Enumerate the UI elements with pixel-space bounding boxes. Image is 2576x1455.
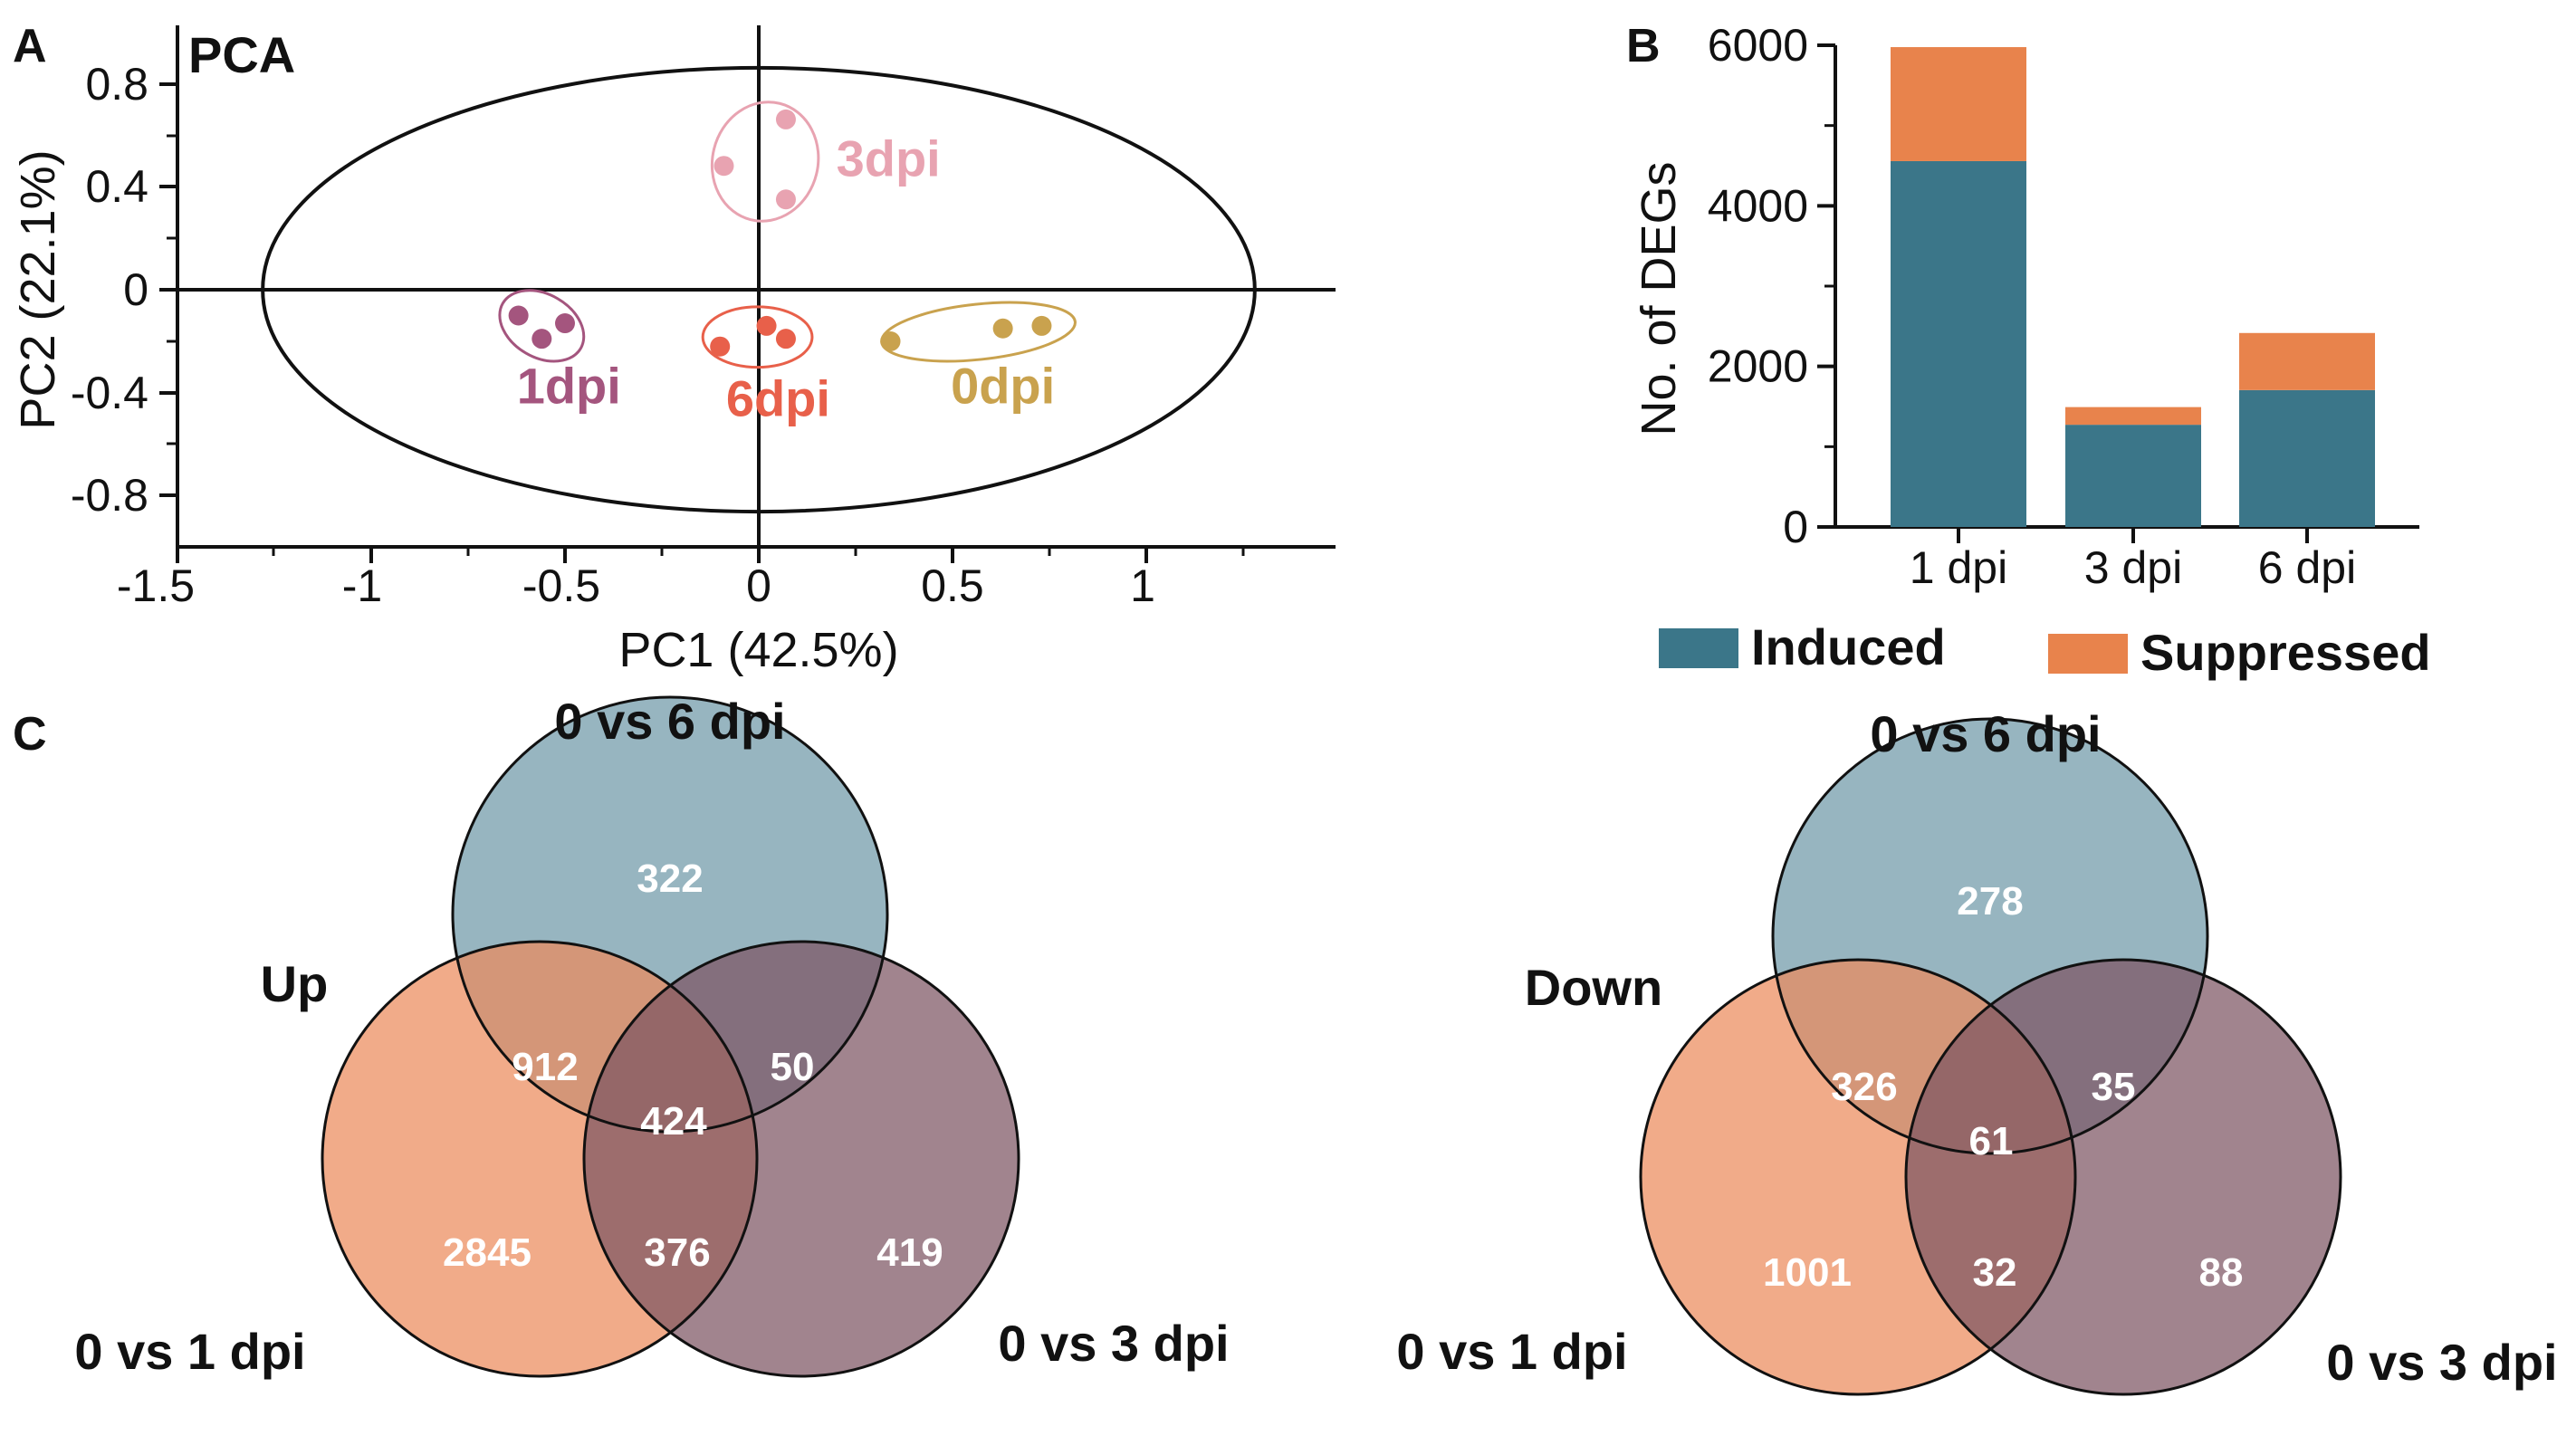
venn-set-label: 0 vs 6 dpi (554, 693, 785, 750)
group-label-0dpi: 0dpi (951, 357, 1055, 414)
venn-set-label: 0 vs 3 dpi (998, 1315, 1229, 1372)
pca-ytick-label: 0.8 (85, 59, 148, 110)
venn-set-label: 0 vs 6 dpi (1870, 705, 2101, 762)
venn-count-only-3dpi: 88 (2199, 1250, 2244, 1295)
pca-ytick-label: 0.4 (85, 161, 148, 212)
pca-point-0dpi (1031, 315, 1052, 336)
pca-xtick-label: -1.5 (117, 560, 195, 611)
pca-ytick-label: -0.8 (71, 470, 148, 521)
group-ellipse-6dpi (701, 305, 814, 369)
group-label-1dpi: 1dpi (517, 357, 621, 414)
group-ellipse-1dpi (498, 289, 586, 363)
venn-count-6dpi-1dpi: 326 (1831, 1065, 1897, 1109)
bar-ytick-label: 6000 (1708, 20, 1808, 71)
panel-b-letter: B (1626, 20, 1661, 72)
panel-a-letter: A (13, 20, 47, 72)
venn-circle-3dpi (584, 942, 1019, 1376)
pca-point-6dpi (710, 336, 731, 357)
pca-x-axis-label: PC1 (42.5%) (618, 623, 898, 677)
venn-count-all: 424 (640, 1099, 707, 1144)
venn-circle-3dpi (1906, 960, 2341, 1394)
bar-suppressed-6dpi (2239, 332, 2375, 390)
venn-count-only-1dpi: 2845 (443, 1230, 531, 1275)
bar-induced-3dpi (2065, 425, 2201, 527)
pca-x-ticks: -1.5 -1 -0.5 0 0.5 1 (117, 547, 1245, 611)
bar-induced-1dpi (1891, 160, 2026, 528)
pca-y-axis-label: PC2 (22.1%) (11, 149, 65, 429)
pca-xtick-label: -1 (342, 560, 382, 611)
venn-up: 322 912 50 424 2845 376 419 Up 0 vs 6 dpi 0 vs 1 … (74, 693, 1229, 1380)
bar-xtick-label: 6 dpi (2258, 542, 2356, 593)
bar-xtick-label: 3 dpi (2084, 542, 2182, 593)
bar-suppressed-3dpi (2065, 407, 2201, 426)
venn-set-label: 0 vs 1 dpi (1396, 1323, 1627, 1380)
venn-outline (1639, 958, 2077, 1396)
venn-count-only-3dpi: 419 (876, 1230, 943, 1275)
pca-xtick-label: 1 (1130, 560, 1155, 611)
venn-down: 278 326 35 61 1001 32 88 Down 0 vs 6 dpi 0 vs 1 d… (1396, 705, 2558, 1396)
legend-swatch-suppressed (2048, 634, 2128, 674)
pca-ytick-label: -0.4 (71, 368, 148, 418)
venn-count-6dpi-3dpi: 35 (2092, 1065, 2136, 1109)
venn-outline (321, 940, 759, 1378)
degs-bar-panel: B 6000 4000 2000 0 1 dpi 3 dpi 6 dpi No. of D… (1626, 20, 2431, 681)
venn-count-1dpi-3dpi: 376 (644, 1230, 710, 1275)
pca-xtick-label: -0.5 (522, 560, 600, 611)
pca-y-ticks: 0.8 0.4 0 -0.4 -0.8 (71, 59, 177, 521)
pca-plot-area: 3dpi 1dpi 6dpi 0dpi (261, 65, 1257, 514)
pca-point-3dpi (713, 156, 734, 177)
pca-title: PCA (188, 26, 295, 83)
venn-outline (582, 940, 1020, 1378)
legend-label-suppressed: Suppressed (2140, 624, 2431, 681)
pca-panel: A PCA 0.8 0.4 0 -0.4 -0.8 (11, 20, 1336, 677)
pca-point-0dpi (880, 331, 901, 351)
bar-plot-area (1891, 47, 2375, 528)
venn-panel: C 322 912 50 424 2845 376 419 Up 0 vs 6 dpi 0 vs … (13, 693, 2558, 1396)
bar-suppressed-1dpi (1891, 47, 2026, 161)
legend-swatch-induced (1659, 628, 1738, 668)
venn-set-label: 0 vs 1 dpi (74, 1323, 305, 1380)
bar-x-ticks: 1 dpi 3 dpi 6 dpi (1910, 527, 2356, 593)
venn-outline (1904, 958, 2342, 1396)
pca-point-6dpi (756, 315, 777, 336)
group-label-6dpi: 6dpi (726, 370, 830, 427)
bar-legend: Induced Suppressed (1659, 618, 2431, 681)
legend-label-induced: Induced (1751, 618, 1946, 675)
bar-xtick-label: 1 dpi (1910, 542, 2007, 593)
venn-title: Down (1525, 959, 1662, 1016)
venn-count-1dpi-3dpi: 32 (1973, 1250, 2017, 1295)
venn-count-only-6dpi: 322 (637, 857, 703, 901)
venn-count-only-6dpi: 278 (1957, 879, 2023, 924)
panel-c-letter: C (13, 708, 47, 761)
confidence-ellipse (261, 65, 1257, 514)
venn-outline (1771, 717, 2209, 1155)
pca-point-3dpi (775, 109, 796, 129)
bar-ytick-label: 0 (1783, 502, 1808, 552)
bar-ytick-label: 2000 (1708, 341, 1808, 392)
pca-point-6dpi (775, 329, 796, 349)
venn-count-6dpi-3dpi: 50 (771, 1045, 815, 1089)
pca-point-0dpi (992, 318, 1013, 339)
pca-ytick-label: 0 (123, 264, 148, 315)
venn-count-all: 61 (1969, 1119, 2014, 1163)
pca-point-1dpi (531, 329, 552, 349)
venn-title: Up (261, 955, 329, 1012)
group-label-3dpi: 3dpi (837, 130, 941, 187)
bar-induced-6dpi (2239, 389, 2375, 527)
group-ellipse-3dpi (710, 101, 820, 223)
bar-y-axis-label: No. of DEGs (1632, 161, 1686, 436)
bar-ytick-label: 4000 (1708, 180, 1808, 231)
pca-point-3dpi (775, 189, 796, 210)
venn-count-only-1dpi: 1001 (1763, 1250, 1852, 1295)
pca-xtick-label: 0.5 (921, 560, 984, 611)
bar-y-ticks: 6000 4000 2000 0 (1708, 20, 1835, 552)
pca-point-1dpi (508, 305, 529, 326)
venn-outline (451, 695, 889, 1134)
pca-point-1dpi (555, 313, 575, 334)
venn-count-6dpi-1dpi: 912 (512, 1045, 578, 1089)
pca-xtick-label: 0 (746, 560, 771, 611)
venn-set-label: 0 vs 3 dpi (2326, 1334, 2557, 1391)
